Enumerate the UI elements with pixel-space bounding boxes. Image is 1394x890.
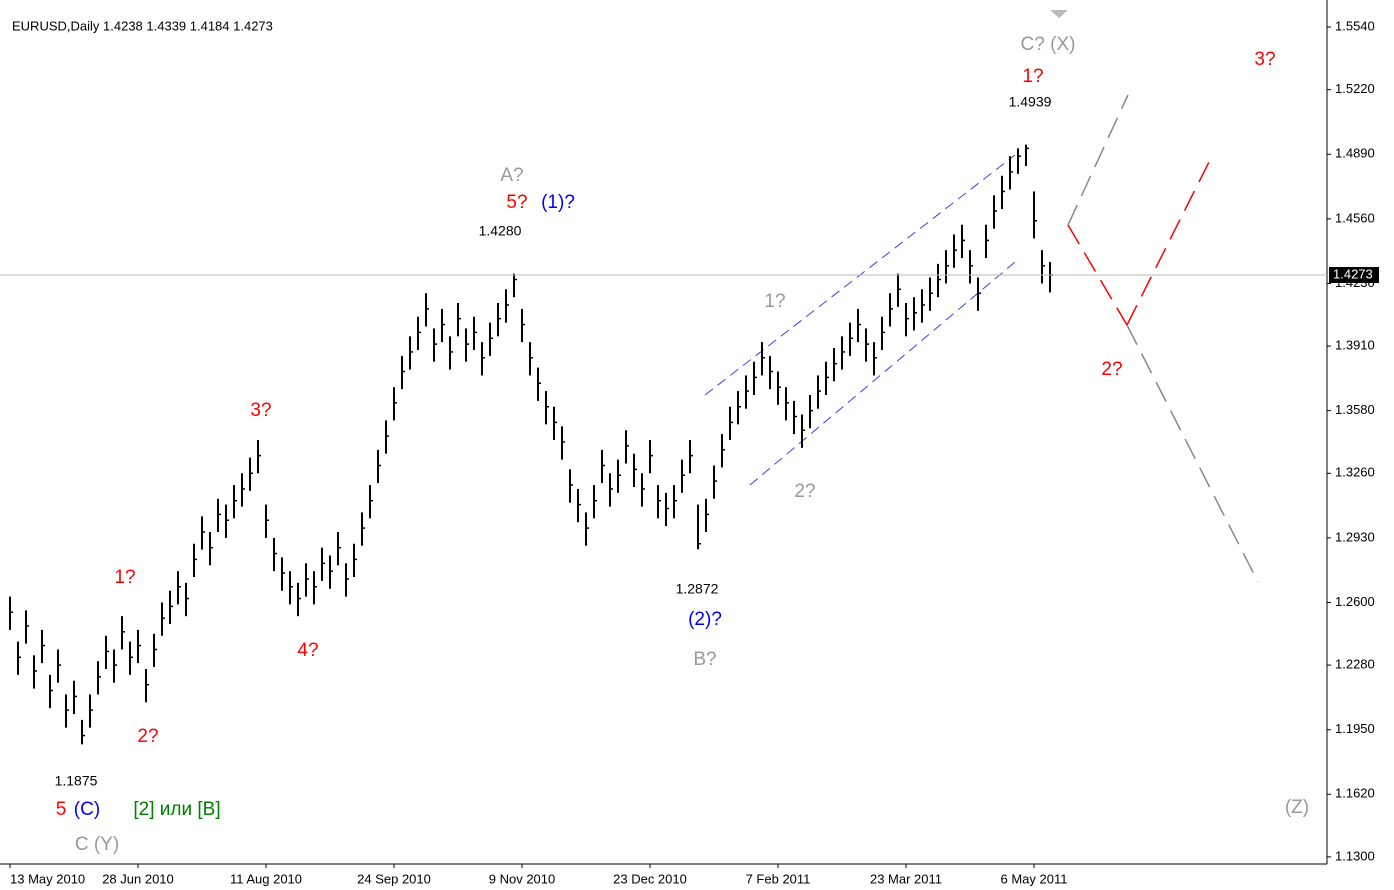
annotation: 3? — [250, 400, 271, 421]
annotation: 2? — [794, 481, 815, 502]
annotation: 1.2872 — [676, 581, 719, 597]
x-tick-label: 24 Sep 2010 — [357, 871, 431, 886]
chart-title: EURUSD,Daily 1.4238 1.4339 1.4184 1.4273 — [12, 18, 273, 33]
y-tick-label: 1.2930 — [1335, 529, 1375, 544]
y-tick-label: 1.3580 — [1335, 402, 1375, 417]
annotation: 1.4939 — [1009, 94, 1052, 110]
x-tick-label: 6 May 2011 — [1001, 871, 1068, 886]
y-tick-label: 1.2280 — [1335, 657, 1375, 672]
x-tick-label: 13 May 2010 — [10, 871, 85, 886]
annotation: 5? — [506, 192, 527, 213]
annotation: 1? — [764, 291, 785, 312]
annotation: 2? — [1101, 359, 1122, 380]
annotation: A? — [500, 165, 523, 186]
forecast — [1067, 94, 1259, 583]
annotation: (C) — [74, 799, 100, 820]
x-tick-label: 23 Dec 2010 — [613, 871, 687, 886]
x-tick-label: 28 Jun 2010 — [102, 871, 174, 886]
price-box — [1329, 267, 1379, 284]
annotation: (2)? — [688, 609, 722, 630]
annotation: 1.1875 — [55, 773, 98, 789]
annotation: C (Y) — [75, 834, 119, 855]
annotation: 5 — [56, 799, 67, 820]
annotation: 1? — [114, 567, 135, 588]
annotation: 3? — [1254, 49, 1275, 70]
x-tick-label: 11 Aug 2010 — [230, 871, 302, 886]
marker — [1050, 10, 1068, 18]
annotation: (1)? — [541, 192, 575, 213]
y-tick-label: 1.1950 — [1335, 721, 1375, 736]
y-tick-label: 1.1300 — [1335, 848, 1375, 863]
annotation: 2? — [137, 726, 158, 747]
annotation: [2] или [B] — [133, 799, 220, 820]
annotation: B? — [693, 649, 716, 670]
annotation: 1? — [1022, 66, 1043, 87]
annotations: C? (X) 1? 1.4939 3? A? 5? (1)? 1.4280 3?… — [55, 34, 1310, 855]
annotation: 4? — [297, 640, 318, 661]
y-tick-label: 1.1620 — [1335, 786, 1375, 801]
y-tick-label: 1.3910 — [1335, 338, 1375, 353]
y-tick-label: 1.4890 — [1335, 146, 1375, 161]
bars — [9, 144, 1053, 745]
x-tick-label: 9 Nov 2010 — [489, 871, 556, 886]
x-tick-label: 23 Mar 2011 — [870, 871, 942, 886]
y-tick-label: 1.5540 — [1335, 18, 1375, 33]
y-tick-label: 1.5220 — [1335, 81, 1375, 96]
y-tick-label: 1.3260 — [1335, 465, 1375, 480]
annotation: C? (X) — [1021, 34, 1076, 55]
annotation: 1.4280 — [479, 223, 522, 239]
annotation: (Z) — [1285, 797, 1309, 818]
y-tick-label: 1.2600 — [1335, 594, 1375, 609]
y-tick-label: 1.4560 — [1335, 210, 1375, 225]
price-label: 1.4273 — [1333, 266, 1373, 281]
x-tick-label: 7 Feb 2011 — [746, 871, 811, 886]
